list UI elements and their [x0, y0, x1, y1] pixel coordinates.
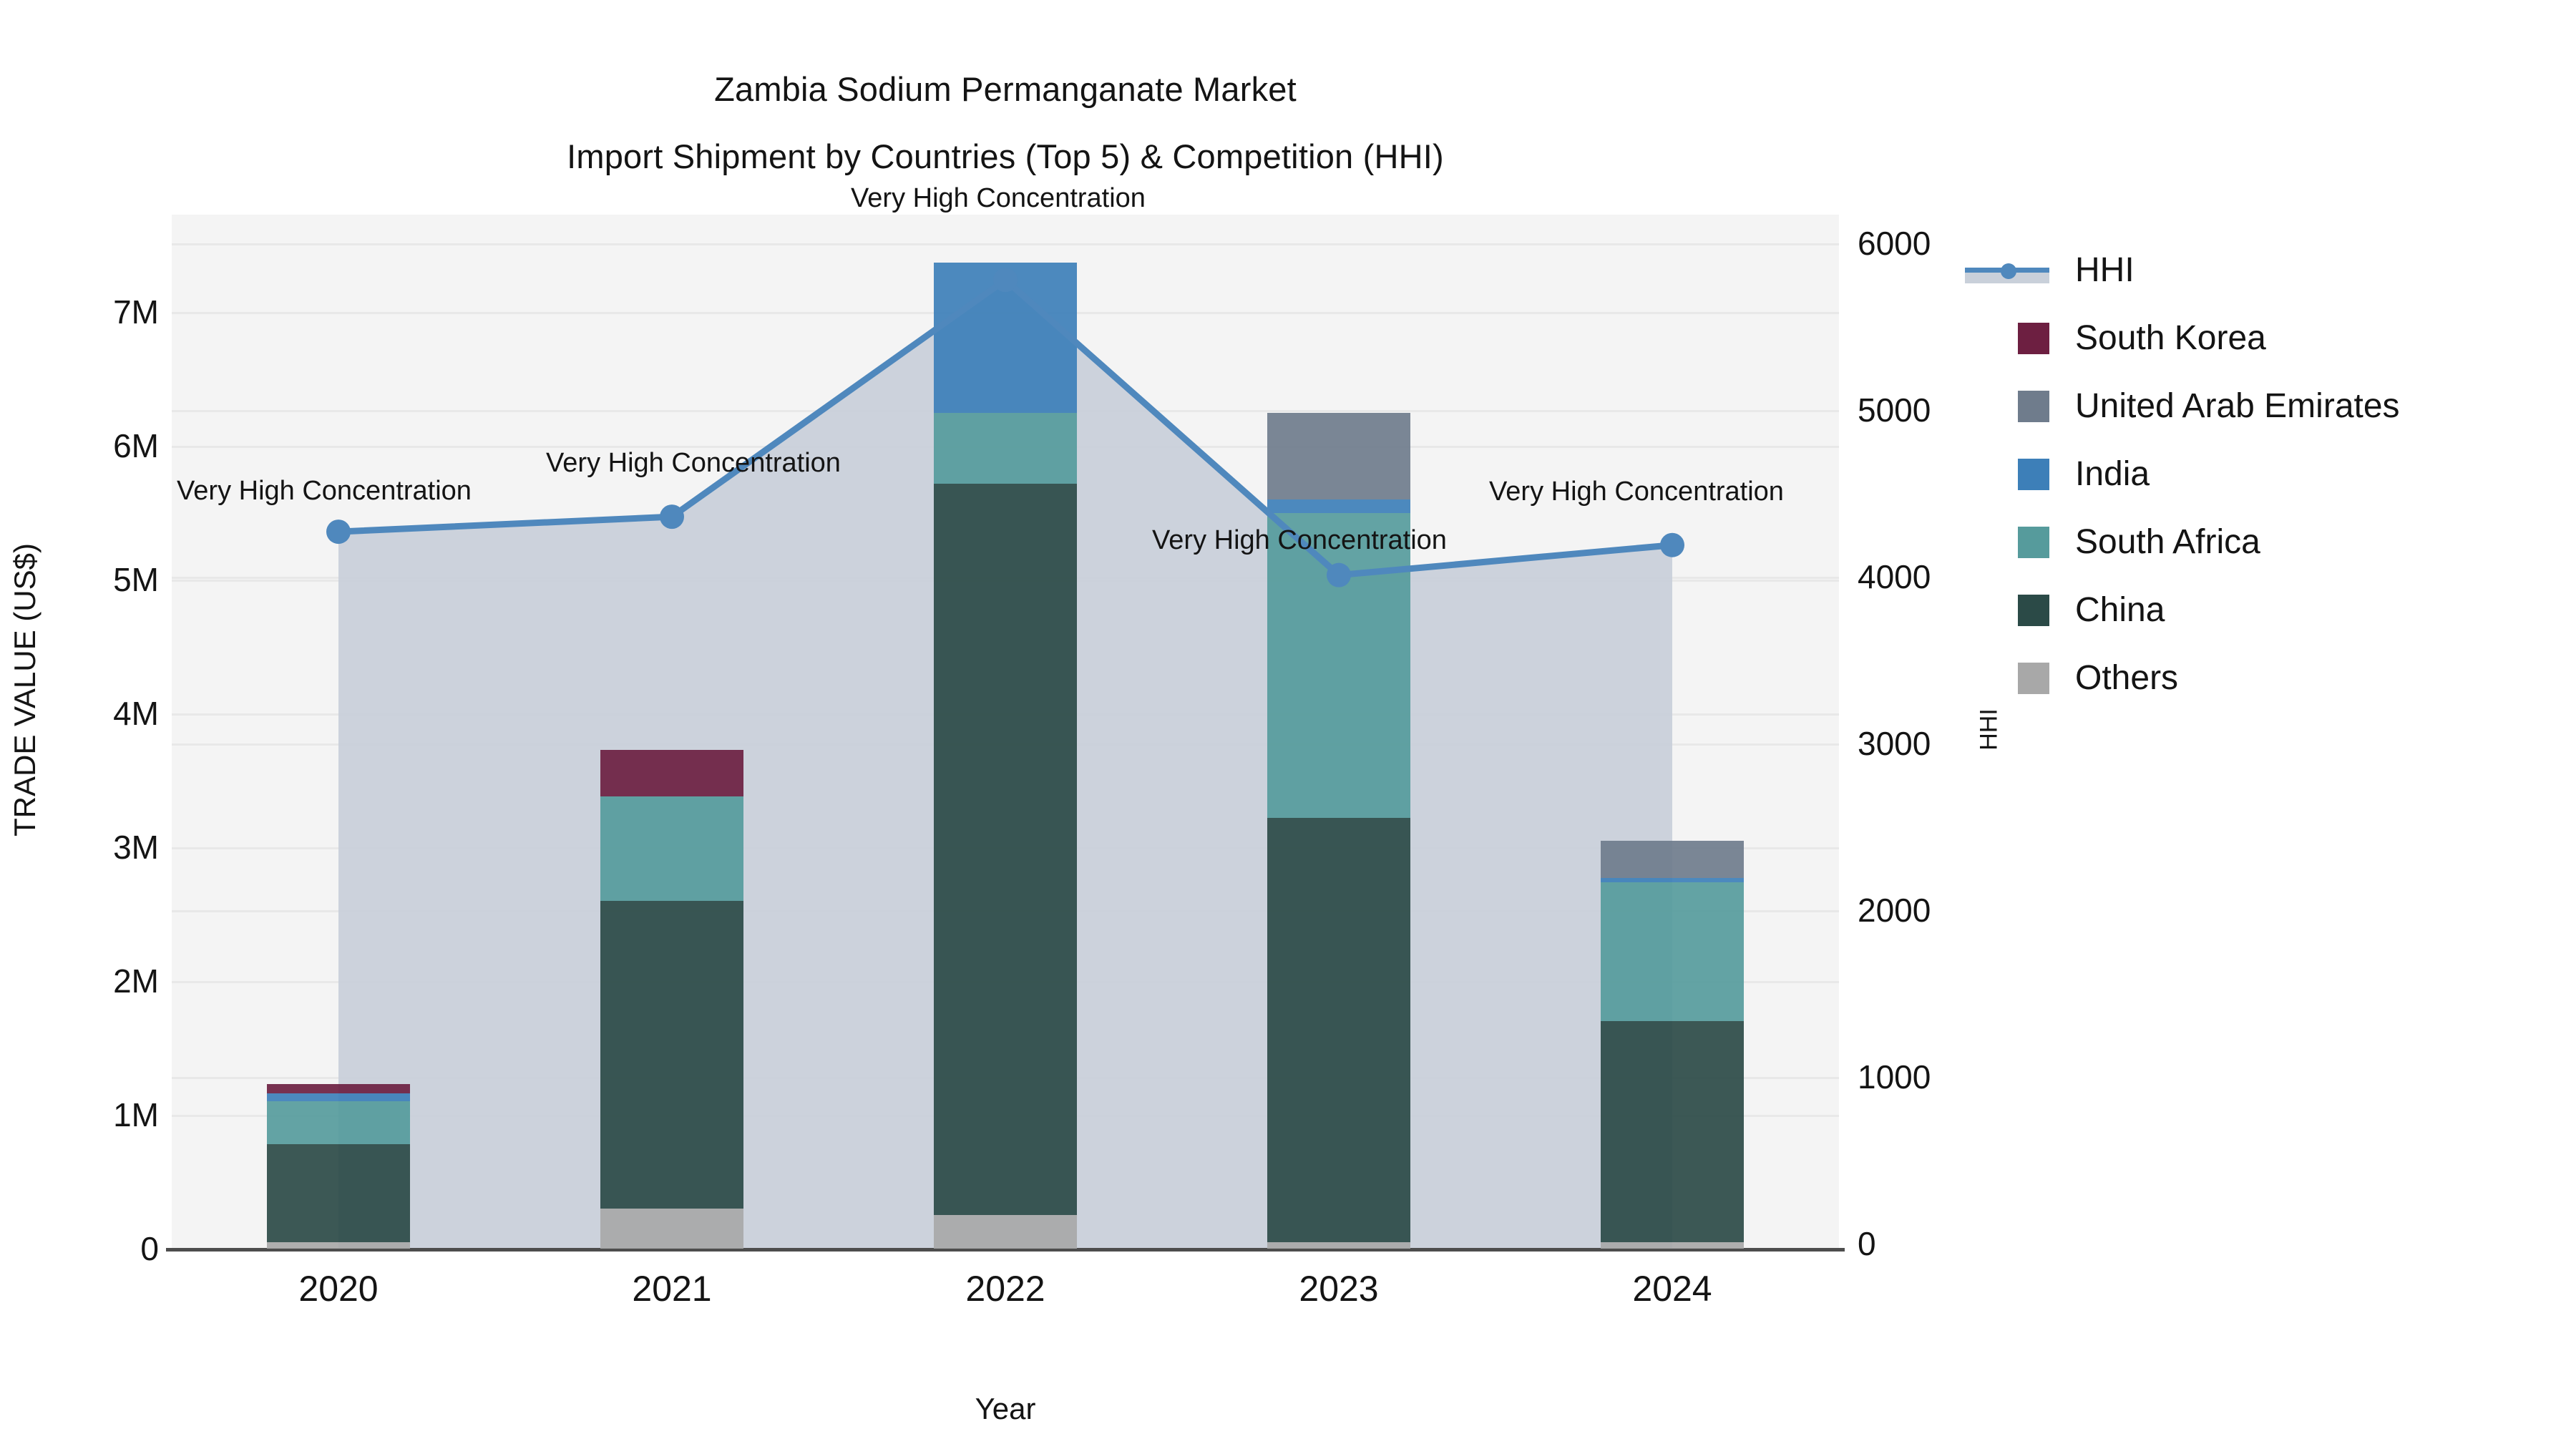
y-tick-label: 7M [113, 293, 159, 331]
x-tick-label[interactable]: 2023 [1299, 1269, 1379, 1309]
legend-swatch-icon [2018, 322, 2049, 354]
x-tick-label[interactable]: 2022 [965, 1269, 1045, 1309]
gridline-secondary [172, 243, 1839, 245]
y-axis-left-ticks: 0 1M 2M 3M 4M 5M 6M 7M [0, 0, 159, 1449]
x-tick-label[interactable]: 2020 [298, 1269, 379, 1309]
legend-line-icon [1965, 255, 2049, 286]
bar-segment[interactable] [1601, 840, 1744, 879]
y2-tick-label: 4000 [1858, 558, 1931, 595]
legend-item-india[interactable]: India [2018, 440, 2562, 508]
legend-swatch-icon [2018, 662, 2049, 694]
bar-segment[interactable] [267, 1101, 410, 1145]
legend-swatch-icon [2018, 458, 2049, 490]
y-tick-label: 2M [113, 962, 159, 1000]
legend-label: China [2075, 591, 2165, 629]
bar-segment[interactable] [267, 1093, 410, 1102]
y-axis-right-ticks: 0 1000 2000 3000 4000 5000 6000 [1858, 0, 2087, 1449]
legend-item-south-africa[interactable]: South Africa [2018, 508, 2562, 576]
y2-tick-label: 2000 [1858, 892, 1931, 929]
chart-title: Zambia Sodium Permanganate Market [714, 70, 1297, 108]
bar-stack-2020[interactable] [267, 215, 410, 1249]
bar-segment[interactable] [600, 1208, 743, 1249]
y2-tick-label: 0 [1858, 1225, 1876, 1262]
bar-segment[interactable] [267, 1144, 410, 1242]
x-tick-label[interactable]: 2024 [1632, 1269, 1712, 1309]
bar-segment[interactable] [600, 749, 743, 797]
bar-segment[interactable] [267, 1241, 410, 1249]
bar-segment[interactable] [267, 1084, 410, 1094]
legend-label: Others [2075, 659, 2179, 697]
bar-segment[interactable] [1601, 882, 1744, 1022]
annotation-label: Very High Concentration [1489, 476, 1784, 507]
annotation-label: Very High Concentration [546, 448, 841, 479]
chart-title-block: Zambia Sodium Permanganate Market Import… [0, 56, 2011, 190]
bar-segment[interactable] [934, 483, 1077, 1216]
y2-tick-label: 6000 [1858, 225, 1931, 262]
bar-segment[interactable] [1601, 878, 1744, 882]
legend-swatch-icon [2018, 390, 2049, 422]
legend-swatch-icon [2018, 594, 2049, 626]
bar-segment[interactable] [1601, 1241, 1744, 1249]
legend-item-hhi[interactable]: HHI [1965, 236, 2562, 304]
bar-segment[interactable] [1601, 1021, 1744, 1242]
y-tick-label: 1M [113, 1096, 159, 1134]
x-axis-line [166, 1248, 1845, 1252]
y2-tick-label: 1000 [1858, 1058, 1931, 1096]
y2-tick-label: 3000 [1858, 725, 1931, 762]
bar-stack-2021[interactable] [600, 215, 743, 1249]
legend-label: India [2075, 455, 2150, 493]
x-tick-label[interactable]: 2021 [632, 1269, 712, 1309]
y-tick-label: 4M [113, 695, 159, 733]
y2-tick-label: 5000 [1858, 391, 1931, 429]
x-axis-title: Year [975, 1392, 1036, 1425]
legend-swatch-icon [2018, 526, 2049, 558]
bar-segment[interactable] [934, 1215, 1077, 1249]
bar-segment[interactable] [600, 796, 743, 901]
legend-label: South Korea [2075, 319, 2266, 357]
y-tick-label: 5M [113, 561, 159, 599]
legend-item-united-arab-emirates[interactable]: United Arab Emirates [2018, 372, 2562, 440]
legend-item-china[interactable]: China [2018, 576, 2562, 644]
bar-segment[interactable] [1267, 1241, 1410, 1249]
bar-segment[interactable] [600, 900, 743, 1209]
y-tick-label: 0 [140, 1230, 159, 1267]
bar-stack-2024[interactable] [1601, 215, 1744, 1249]
y-tick-label: 3M [113, 829, 159, 867]
legend-label: United Arab Emirates [2075, 387, 2400, 425]
legend: HHI South Korea United Arab Emirates India S… [1965, 236, 2562, 712]
legend-item-south-korea[interactable]: South Korea [2018, 304, 2562, 372]
legend-label: South Africa [2075, 523, 2260, 561]
legend-label: HHI [2075, 251, 2135, 289]
annotation-label: Very High Concentration [1152, 525, 1447, 555]
legend-item-others[interactable]: Others [2018, 644, 2562, 712]
annotation-label: Very High Concentration [851, 183, 1146, 214]
bar-segment[interactable] [1267, 818, 1410, 1242]
annotation-label: Very High Concentration [177, 476, 472, 507]
chart-subtitle: Import Shipment by Countries (Top 5) & C… [567, 137, 1444, 175]
y-tick-label: 6M [113, 427, 159, 465]
